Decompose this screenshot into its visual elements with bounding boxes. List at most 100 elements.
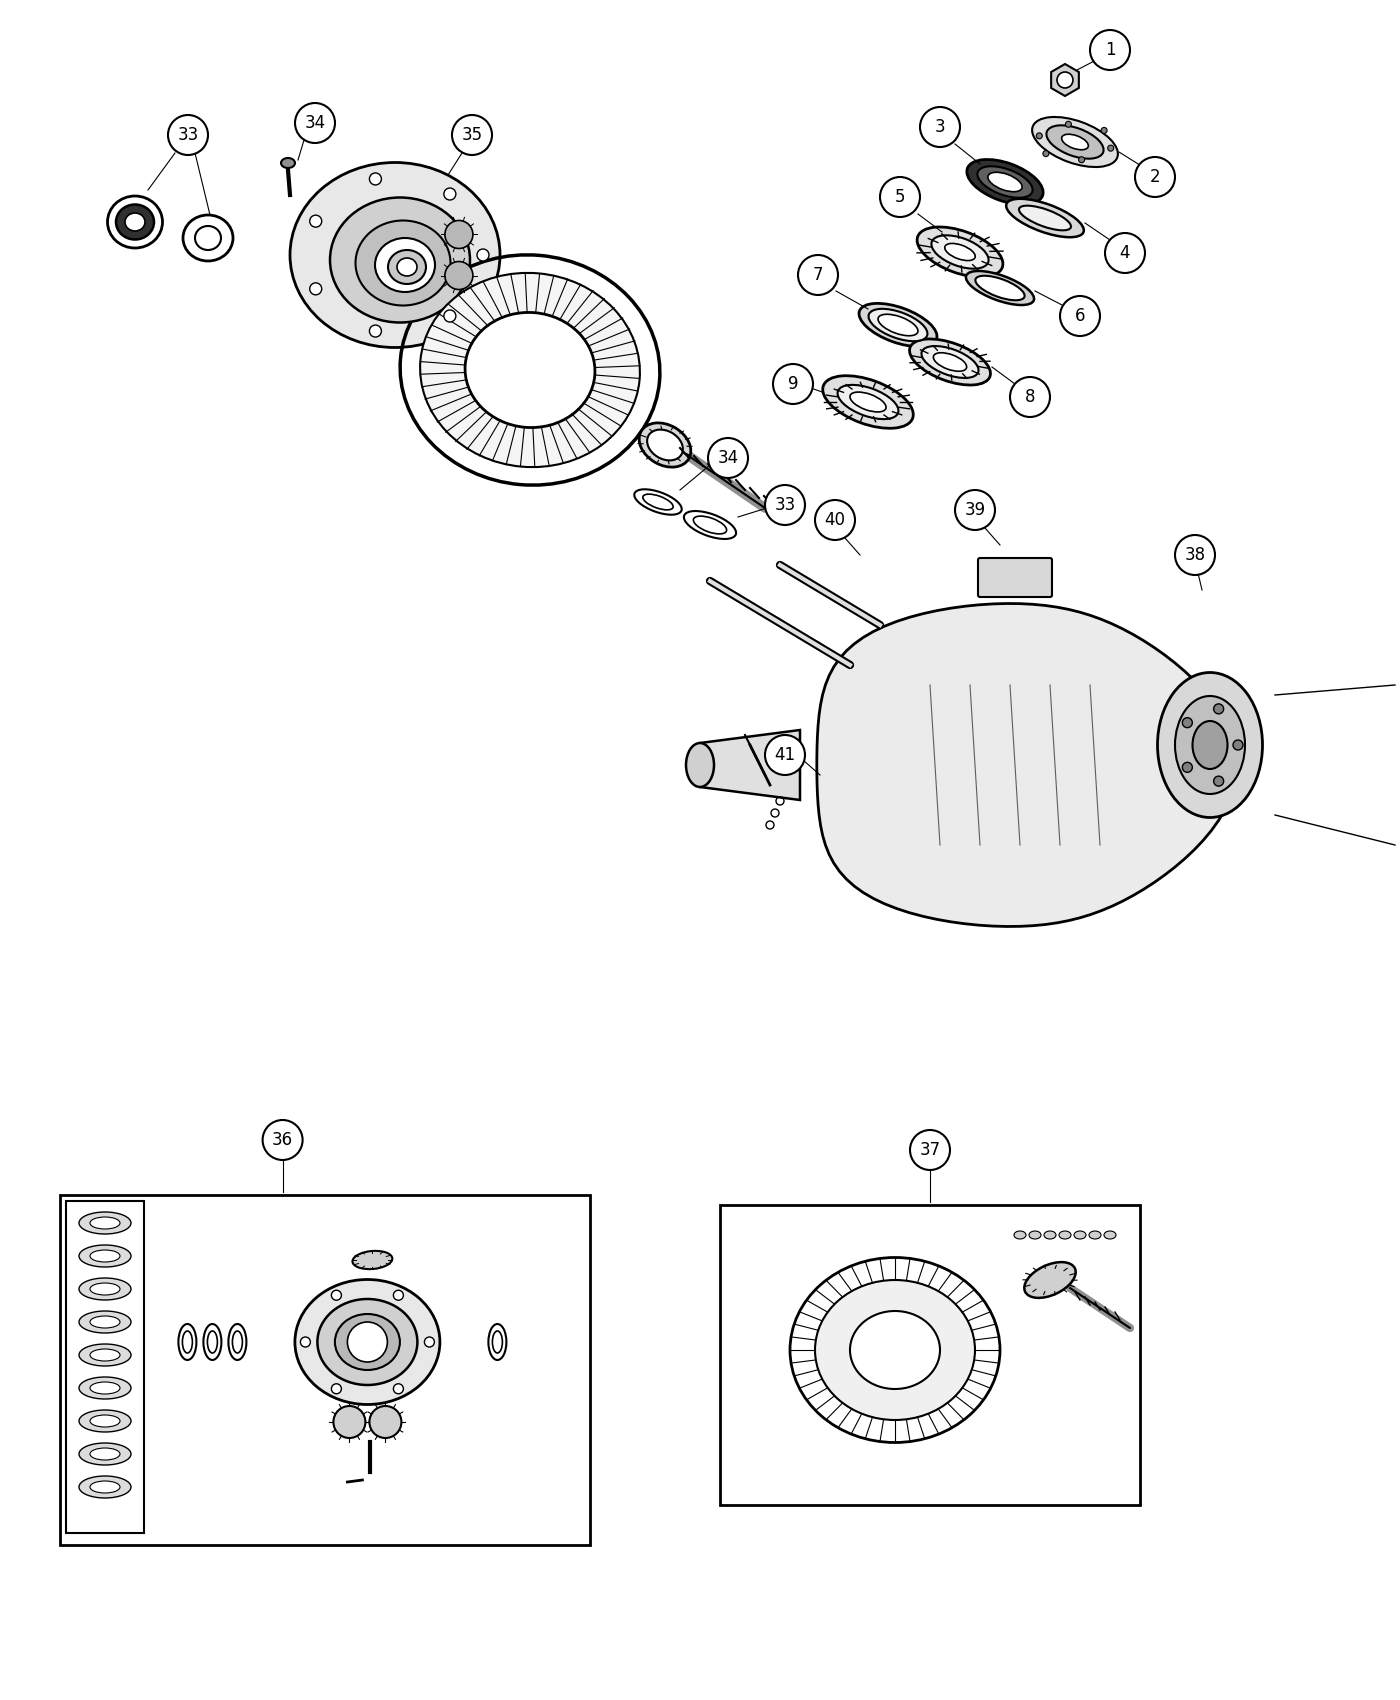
Ellipse shape [90,1284,120,1295]
Circle shape [444,309,456,321]
Circle shape [1233,740,1243,750]
Ellipse shape [860,303,937,347]
Text: 6: 6 [1075,308,1085,325]
Text: 5: 5 [895,189,906,206]
Text: 34: 34 [717,449,739,468]
Ellipse shape [1014,1231,1026,1239]
Ellipse shape [823,376,913,428]
Text: 37: 37 [920,1141,941,1159]
Ellipse shape [1105,1231,1116,1239]
Circle shape [1060,296,1100,337]
Ellipse shape [1089,1231,1100,1239]
Text: 33: 33 [178,126,199,144]
Circle shape [764,484,805,525]
Bar [66,1200,144,1533]
Ellipse shape [116,204,154,240]
Ellipse shape [1019,206,1071,230]
Bar [60,1195,589,1545]
Ellipse shape [988,172,1022,192]
Ellipse shape [78,1377,132,1399]
Circle shape [1105,233,1145,274]
Ellipse shape [1046,126,1103,158]
Ellipse shape [647,430,683,461]
Ellipse shape [90,1481,120,1493]
Ellipse shape [850,1311,939,1389]
Circle shape [910,1130,951,1170]
Ellipse shape [356,221,451,306]
Circle shape [1183,762,1193,772]
Ellipse shape [1025,1261,1075,1297]
Text: 36: 36 [272,1130,293,1149]
Circle shape [798,255,839,296]
Ellipse shape [90,1448,120,1460]
Circle shape [1214,777,1224,785]
Ellipse shape [686,743,714,787]
Circle shape [1214,704,1224,714]
Circle shape [1065,121,1071,128]
Ellipse shape [1032,117,1117,167]
Circle shape [955,490,995,530]
Circle shape [1135,156,1175,197]
Text: 3: 3 [935,117,945,136]
Ellipse shape [917,228,1002,277]
Ellipse shape [977,167,1033,197]
Circle shape [708,439,748,478]
Circle shape [773,364,813,405]
Ellipse shape [90,1217,120,1229]
Ellipse shape [353,1251,392,1270]
Circle shape [309,216,322,228]
Circle shape [445,262,473,289]
Ellipse shape [1175,695,1245,794]
Circle shape [295,104,335,143]
Circle shape [1091,31,1130,70]
Ellipse shape [837,384,899,420]
Bar [720,1205,1140,1504]
Circle shape [920,107,960,146]
Ellipse shape [290,163,500,347]
Ellipse shape [335,1314,400,1370]
Ellipse shape [388,250,426,284]
Text: 41: 41 [774,746,795,763]
Ellipse shape [375,238,435,292]
Circle shape [393,1290,403,1300]
Text: 7: 7 [813,265,823,284]
Ellipse shape [1044,1231,1056,1239]
Circle shape [333,1406,365,1438]
Polygon shape [1051,65,1079,95]
Ellipse shape [1029,1231,1042,1239]
Ellipse shape [78,1278,132,1300]
Ellipse shape [78,1345,132,1367]
Ellipse shape [125,212,146,231]
Text: 34: 34 [304,114,326,133]
Circle shape [332,1384,342,1394]
Ellipse shape [934,354,966,371]
Ellipse shape [78,1409,132,1431]
Ellipse shape [1074,1231,1086,1239]
Circle shape [370,325,381,337]
Ellipse shape [1007,199,1084,238]
Text: 39: 39 [965,502,986,518]
Circle shape [370,173,381,185]
Ellipse shape [90,1250,120,1261]
Circle shape [764,734,805,775]
Circle shape [1102,128,1107,133]
Circle shape [815,500,855,541]
Ellipse shape [966,270,1035,304]
Ellipse shape [78,1244,132,1266]
Polygon shape [816,604,1236,927]
Circle shape [452,116,491,155]
Circle shape [881,177,920,218]
Ellipse shape [398,258,417,275]
Text: 38: 38 [1184,546,1205,564]
Polygon shape [700,729,799,801]
Ellipse shape [815,1280,974,1419]
Circle shape [309,282,322,294]
Ellipse shape [921,347,979,377]
Circle shape [332,1290,342,1300]
Text: 35: 35 [462,126,483,144]
Ellipse shape [78,1476,132,1498]
Text: 33: 33 [774,496,795,513]
Ellipse shape [330,197,470,323]
Ellipse shape [90,1382,120,1394]
Circle shape [1009,377,1050,416]
